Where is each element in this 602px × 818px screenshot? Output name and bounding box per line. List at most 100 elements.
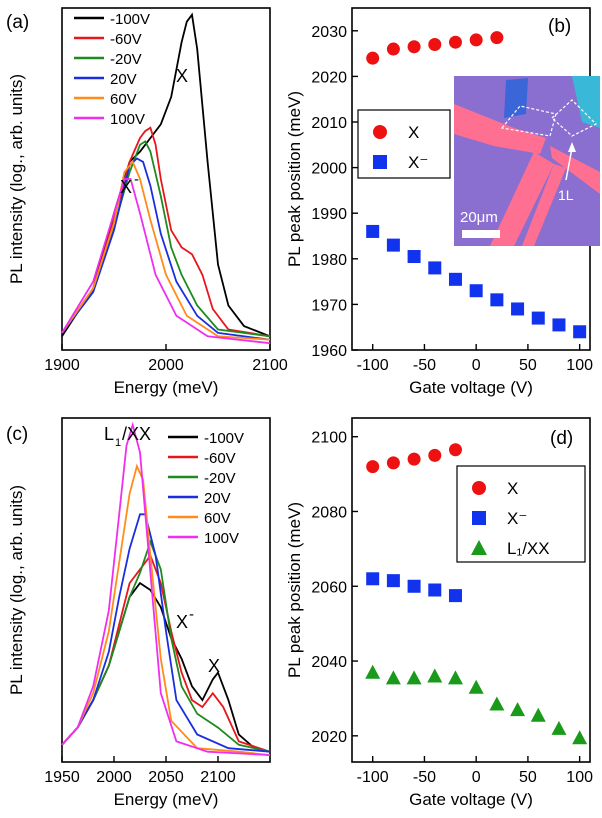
legend-label: 60V: [204, 510, 231, 527]
inset-flake: [504, 78, 528, 118]
y-tick-label: 2030: [311, 24, 347, 41]
marker-triangle: [468, 679, 484, 694]
legend-label: L₁/XX: [507, 539, 550, 558]
marker-circle: [386, 42, 400, 56]
inset-flake-label: 1L: [558, 187, 574, 203]
legend-label: 60V: [110, 91, 137, 108]
inset-outline: [551, 99, 598, 137]
marker-triangle: [530, 707, 546, 722]
marker-triangle: [427, 668, 443, 683]
legend-label: -100V: [110, 11, 150, 28]
peak-label-x: X: [176, 66, 188, 86]
panel-label: (d): [550, 428, 573, 449]
marker-circle: [407, 40, 421, 54]
series-line: [61, 421, 271, 756]
marker-triangle: [489, 696, 505, 711]
x-tick-label: 0: [472, 357, 481, 374]
y-tick-label: 2010: [311, 115, 347, 132]
peak-label-xminus: X: [176, 612, 188, 632]
marker-square: [366, 224, 380, 238]
marker-square: [472, 511, 486, 525]
marker-triangle: [447, 670, 463, 685]
marker-square: [386, 238, 400, 252]
marker-triangle: [471, 540, 487, 555]
marker-circle: [448, 443, 462, 457]
marker-square: [573, 325, 587, 339]
series-line: [61, 539, 271, 753]
y-tick-label: 2080: [311, 504, 347, 521]
series-line: [61, 553, 271, 753]
inset-scale-label: 20μm: [460, 209, 498, 226]
x-tick-label: 2000: [148, 357, 184, 374]
legend-label: 100V: [204, 530, 239, 547]
marker-triangle: [572, 730, 588, 745]
panel-a: (a) Energy (meV) PL intensity (log., arb. …: [6, 7, 288, 397]
marker-square: [490, 293, 504, 307]
marker-square: [448, 589, 462, 603]
y-tick-label: 2040: [311, 654, 347, 671]
marker-circle: [366, 51, 380, 65]
x-axis-title: Energy (meV): [114, 790, 219, 809]
series-line: [61, 157, 271, 341]
marker-square: [428, 261, 442, 275]
peak-label-l1xx-rest: /XX: [122, 424, 151, 444]
x-tick-label: 50: [519, 357, 537, 374]
inset-electrode: [490, 152, 554, 246]
y-axis-title: PL intensity (log., arb. units): [7, 485, 26, 695]
marker-circle: [366, 460, 380, 474]
y-tick-label: 2020: [311, 69, 347, 86]
panel-label: (c): [6, 424, 28, 445]
inset-electrode: [454, 104, 546, 154]
y-tick-label: 2020: [311, 729, 347, 746]
y-tick-label: 2060: [311, 579, 347, 596]
marker-triangle: [551, 720, 567, 735]
x-tick-label: -50: [413, 357, 436, 374]
legend-label: -100V: [204, 430, 244, 447]
legend-label: 100V: [110, 111, 145, 128]
x-axis-title: Gate voltage (V): [409, 790, 533, 809]
panel-c: (c) Energy (meV) PL intensity (log., arb. …: [6, 417, 271, 809]
x-tick-label: 2100: [200, 769, 236, 786]
marker-circle: [407, 452, 421, 466]
panel-b: (b) Gate voltage (V) PL peak position (meV…: [285, 7, 600, 397]
x-tick-label: 1900: [44, 357, 80, 374]
y-tick-label: 2000: [311, 161, 347, 178]
x-tick-label: -100: [357, 357, 389, 374]
inset-arrow-head: [568, 142, 576, 152]
legend-label: X⁻: [507, 509, 527, 528]
y-axis-title: PL intensity (log., arb. units): [7, 74, 26, 284]
x-tick-label: 2050: [148, 769, 184, 786]
series-line: [61, 126, 271, 338]
inset-electrode: [522, 164, 566, 246]
marker-square: [531, 311, 545, 325]
marker-circle: [428, 37, 442, 51]
marker-circle: [373, 125, 387, 139]
x-tick-label: 50: [519, 769, 537, 786]
plot-frame: [351, 417, 591, 763]
legend-label: X: [408, 123, 419, 142]
x-tick-label: 0: [472, 769, 481, 786]
legend-box: [357, 109, 451, 179]
marker-circle: [472, 481, 486, 495]
x-axis-title: Energy (meV): [114, 378, 219, 397]
legend-label: -60V: [110, 31, 142, 48]
inset-flake: [572, 76, 600, 128]
inset-scale-bar: [462, 230, 500, 238]
legend-label: X: [507, 479, 518, 498]
peak-label-x: X: [208, 656, 220, 676]
panel-label: (b): [548, 16, 571, 37]
marker-square: [386, 574, 400, 588]
panel-label: (a): [6, 12, 29, 33]
peak-label-xminus-sup: -: [134, 171, 139, 188]
marker-square: [407, 579, 421, 593]
marker-circle: [386, 456, 400, 470]
x-tick-label: 100: [566, 357, 593, 374]
marker-square: [448, 272, 462, 286]
peak-label-xminus: X: [120, 177, 132, 197]
x-tick-label: -50: [413, 769, 436, 786]
x-tick-label: 1950: [44, 769, 80, 786]
legend-label: X⁻: [408, 153, 428, 172]
series-line: [61, 160, 271, 341]
legend-label: 20V: [204, 490, 231, 507]
